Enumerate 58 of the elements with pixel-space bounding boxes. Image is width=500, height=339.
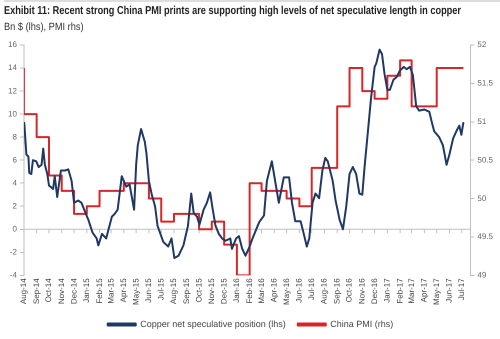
x-tick-label: Nov-15 [207,278,216,304]
y-tick-label: 12 [8,86,18,96]
y-tick-label: 10 [8,109,18,118]
y2-tick-label: 51 [477,116,487,126]
y-tick-label: -2 [10,247,18,256]
x-tick-label: Aug-16 [320,278,329,304]
y2-tick-label: 52 [477,40,487,50]
x-tick-label: Mar-15 [106,278,116,304]
x-tick-label: Apr-16 [270,278,279,302]
x-tick-label: Oct-15 [194,278,204,302]
y-tick-label: 2 [12,201,18,210]
x-tick-label: Aug-15 [169,278,178,304]
x-tick-label: Sep-15 [182,278,191,304]
y-tick-label: 0 [12,224,18,234]
x-tick-label: May-16 [282,278,291,306]
x-tick-label: Apr-15 [119,278,128,302]
x-tick-label: Apr-17 [420,278,429,302]
x-tick-label: Sep-16 [332,278,342,304]
x-tick-label: Dec-14 [69,278,78,304]
x-tick-label: Oct-16 [344,278,354,302]
x-tick-label: Mar-17 [406,278,416,304]
x-tick-label: Nov-14 [56,278,66,304]
y-tick-label: -4 [10,270,18,280]
x-tick-label: Feb-17 [395,278,404,304]
x-tick-label: Jul-16 [306,278,316,300]
x-tick-label: Feb-16 [244,278,254,304]
x-tick-label: Jan-17 [382,278,392,303]
legend-label: China PMI (rhs) [330,318,394,329]
x-tick-label: Nov-16 [357,278,366,304]
x-tick-label: Jan-15 [82,278,92,303]
y2-tick-label: 49.5 [477,232,494,242]
x-tick-label: Jan-16 [232,278,242,303]
y-tick-label: 6 [12,155,18,164]
x-tick-label: Mar-16 [256,278,266,304]
y2-tick-label: 49 [477,270,487,280]
x-tick-label: Sep-14 [32,278,41,304]
y-tick-label: 4 [12,178,18,188]
y-tick-label: 16 [8,40,18,50]
x-tick-label: Feb-15 [94,278,104,304]
x-tick-label: Oct-14 [44,278,54,302]
y-tick-label: 14 [8,63,18,72]
y2-tick-label: 51.5 [477,78,494,88]
x-tick-label: Dec-15 [219,278,228,304]
chart-subtitle: Bn $ (lhs), PMI rhs) [4,21,84,33]
chart-title: Exhibit 11: Recent strong China PMI prints are supporting high levels of net speculative length in copper [4,5,462,17]
x-tick-label: Jun-16 [294,278,304,303]
x-tick-label: May-17 [432,278,441,306]
legend-label: Copper net speculative position (lhs) [140,318,286,329]
x-tick-label: May-15 [131,278,140,306]
y-tick-label: 8 [12,132,18,142]
y2-tick-label: 50 [477,194,487,203]
x-tick-label: Jun-15 [144,278,154,303]
x-tick-label: Jul-17 [457,278,466,300]
y2-tick-label: 50.5 [477,155,494,164]
x-tick-label: Dec-16 [370,278,379,304]
x-tick-label: Jul-15 [156,278,166,300]
x-tick-label: Aug-14 [19,278,28,304]
x-tick-label: Jun-17 [444,278,454,303]
